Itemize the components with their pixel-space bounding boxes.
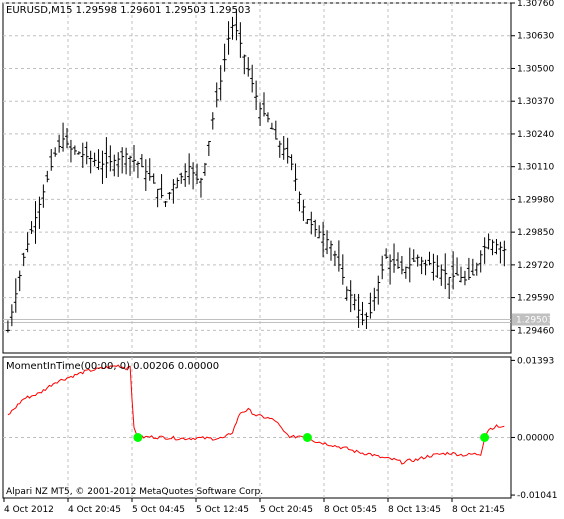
price-grid (3, 2, 511, 353)
time-tick-label: 8 Oct 21:45 (452, 505, 505, 515)
indicator-axis: 0.01393 0.00000 -0.01041 (511, 356, 557, 501)
time-tick-label: 8 Oct 05:45 (324, 505, 377, 515)
price-tick-label: 1.29590 (517, 294, 554, 304)
time-tick-label: 5 Oct 12:45 (196, 505, 249, 515)
price-tick-label: 1.29850 (517, 228, 554, 238)
indicator-line-group (7, 364, 505, 465)
signal-marker (302, 433, 312, 442)
price-bars (5, 8, 507, 333)
price-tick-label: 1.30760 (517, 0, 554, 9)
price-tick-label: 1.30370 (517, 97, 554, 107)
time-tick-label: 5 Oct 20:45 (260, 505, 313, 515)
indicator-panel[interactable] (2, 356, 512, 499)
price-tick-label: 1.29720 (517, 261, 554, 271)
price-axis: 1.30760 1.30630 1.30500 1.30370 1.30240 1.301… (511, 0, 554, 336)
price-tick-label: 1.30500 (517, 64, 554, 74)
current-price-label: 1.29503 (516, 316, 553, 326)
indicator-grid (3, 357, 511, 498)
time-axis: 4 Oct 2012 4 Oct 20:45 5 Oct 04:45 5 Oct 12… (3, 498, 505, 515)
time-tick-label: 8 Oct 13:45 (388, 505, 441, 515)
indicator-tick-label: -0.01041 (517, 491, 557, 501)
indicator-tick-label: 0.00000 (517, 433, 554, 443)
price-tick-label: 1.30630 (517, 32, 554, 42)
indicator-title: MomentInTime(00:00, 0) 0.00206 0.00000 (6, 361, 219, 372)
time-tick-label: 4 Oct 2012 (4, 505, 54, 515)
price-tick-label: 1.29460 (517, 326, 554, 336)
price-tick-label: 1.30110 (517, 163, 554, 173)
symbol-title: EURUSD,M15 1.29598 1.29601 1.29503 1.295… (6, 5, 251, 16)
time-tick-label: 4 Oct 20:45 (68, 505, 121, 515)
current-price-tag (512, 313, 550, 326)
copyright-text: Alpari NZ MT5, © 2001-2012 MetaQuotes So… (6, 487, 263, 497)
price-tick-label: 1.29980 (517, 195, 554, 205)
indicator-tick-label: 0.01393 (517, 356, 554, 366)
price-panel[interactable] (2, 2, 512, 354)
signal-marker (480, 433, 490, 442)
price-tick-label: 1.30240 (517, 130, 554, 140)
time-tick-label: 5 Oct 04:45 (132, 505, 185, 515)
momentintime-line (7, 364, 505, 465)
signal-marker (133, 433, 143, 442)
